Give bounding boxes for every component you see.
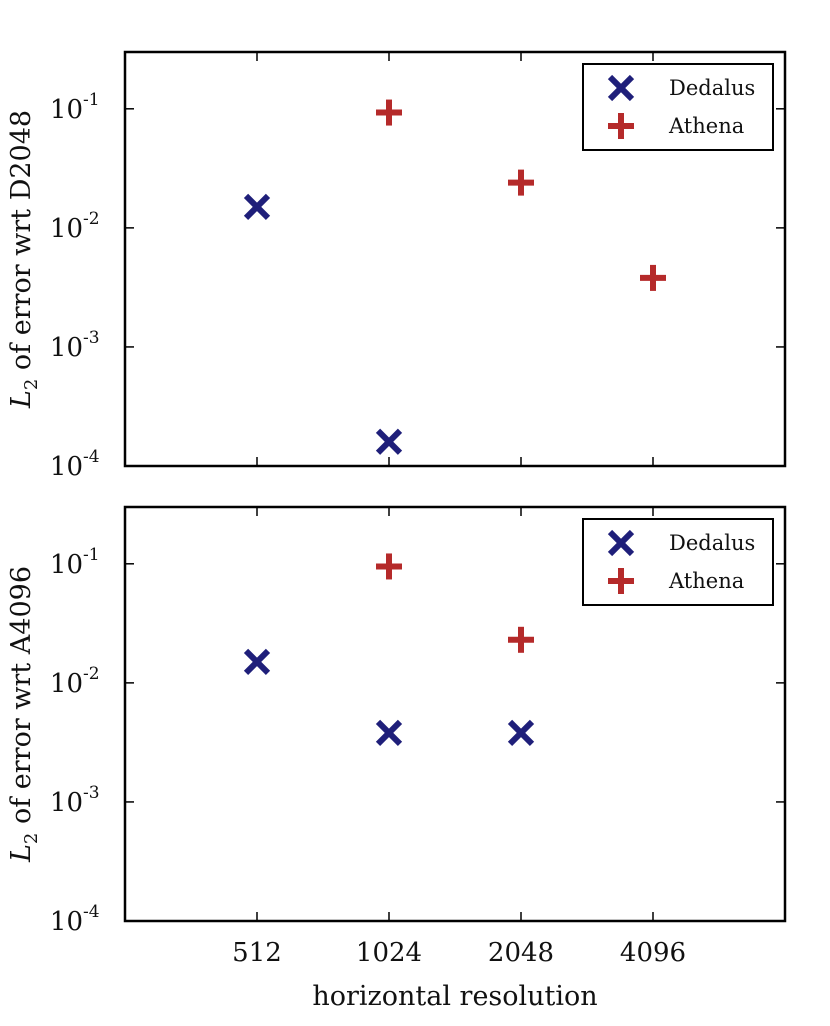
data-point-dedalus bbox=[243, 193, 271, 221]
data-point-dedalus bbox=[507, 719, 535, 747]
legend-label-dedalus: Dedalus bbox=[669, 531, 755, 555]
data-point-athena bbox=[376, 553, 402, 580]
y-tick-exponent: -1 bbox=[83, 545, 100, 565]
data-point-dedalus bbox=[243, 648, 271, 676]
data-point-dedalus bbox=[375, 428, 403, 455]
data-point-athena bbox=[508, 169, 534, 196]
y-tick-exponent: -4 bbox=[83, 902, 100, 922]
data-point-athena bbox=[508, 626, 534, 653]
legend-label-dedalus: Dedalus bbox=[669, 76, 755, 100]
y-axis-label: L2 of error wrt A4096 bbox=[6, 566, 42, 863]
y-tick-label: 10 bbox=[50, 452, 83, 482]
y-tick-exponent: -1 bbox=[83, 90, 100, 110]
y-tick-label: 10 bbox=[50, 669, 83, 699]
data-point-athena bbox=[376, 99, 402, 126]
plot-frame bbox=[123, 505, 787, 923]
legend-label-athena: Athena bbox=[668, 569, 744, 593]
x-tick-label: 512 bbox=[232, 938, 282, 968]
x-axis-label: horizontal resolution bbox=[312, 981, 597, 1012]
legend-marker-dedalus bbox=[607, 74, 635, 102]
y-tick-label: 10 bbox=[50, 214, 83, 244]
data-point-dedalus bbox=[375, 719, 403, 747]
legend-marker-athena bbox=[608, 113, 634, 139]
plot-frame bbox=[123, 50, 787, 468]
legend: Dedalus Athena bbox=[582, 518, 774, 606]
y-axis-label: L2 of error wrt D2048 bbox=[6, 110, 42, 409]
x-tick-label: 2048 bbox=[488, 938, 554, 968]
y-tick-exponent: -3 bbox=[83, 783, 100, 803]
y-tick-exponent: -4 bbox=[83, 447, 100, 467]
top-panel: 10-110-210-310 -4L2 of error wrt D2048Ded… bbox=[6, 50, 787, 482]
y-tick-exponent: -3 bbox=[83, 328, 100, 348]
y-tick-exponent: -2 bbox=[83, 209, 100, 229]
x-tick-label: 4096 bbox=[620, 938, 686, 968]
y-tick-label: 10 bbox=[50, 550, 83, 580]
legend-marker-athena bbox=[608, 568, 634, 594]
x-tick-label: 1024 bbox=[356, 938, 422, 968]
data-point-athena bbox=[640, 264, 666, 291]
legend-marker-dedalus bbox=[607, 529, 635, 557]
legend-label-athena: Athena bbox=[668, 114, 744, 138]
y-tick-label: 10 bbox=[50, 95, 83, 125]
y-tick-label: 10 bbox=[50, 907, 83, 937]
y-tick-label: 10 bbox=[50, 788, 83, 818]
legend: Dedalus Athena bbox=[582, 63, 774, 151]
y-tick-exponent: -2 bbox=[83, 664, 100, 684]
y-tick-label: 10 bbox=[50, 333, 83, 363]
